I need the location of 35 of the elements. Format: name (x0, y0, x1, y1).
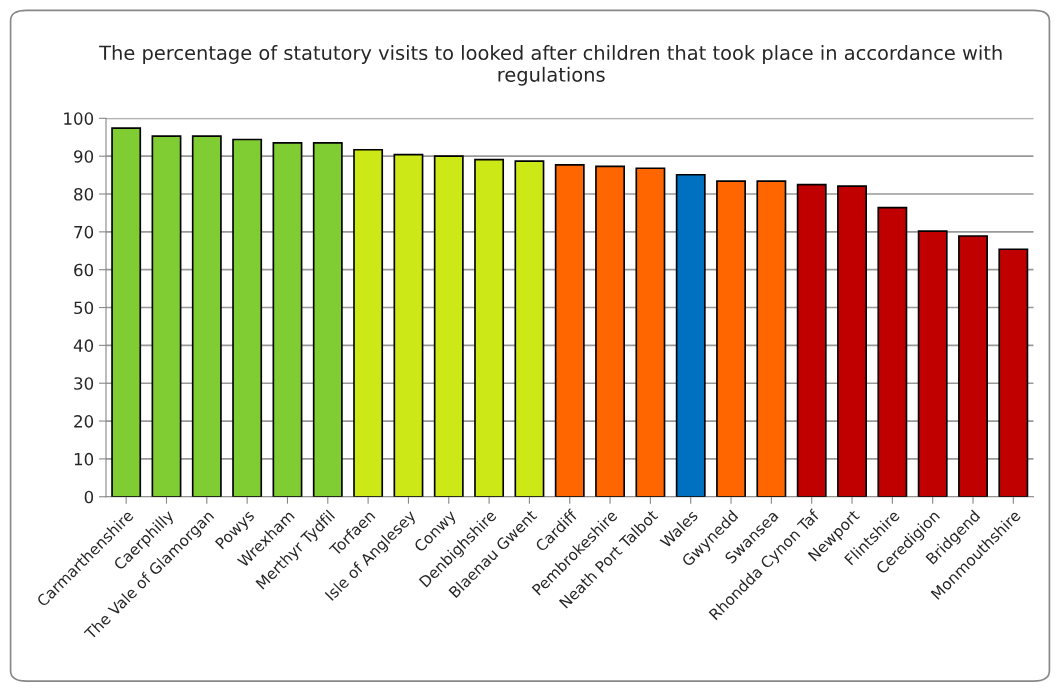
bar (716, 180, 747, 497)
bar (353, 148, 384, 497)
bar (837, 185, 867, 497)
bar (998, 248, 1029, 497)
bar (393, 153, 424, 497)
bar (312, 142, 343, 497)
bar (433, 155, 464, 497)
y-tick-label: 70 (74, 225, 94, 239)
bar (554, 164, 585, 497)
y-tick-label: 20 (74, 415, 94, 428)
bar (514, 160, 545, 497)
bar (595, 165, 626, 497)
bar (756, 180, 787, 497)
y-tick-label: 40 (73, 339, 94, 352)
y-tick-label: 60 (74, 263, 94, 277)
bar (958, 235, 988, 497)
bar (272, 142, 303, 497)
y-tick-label: 10 (74, 452, 94, 466)
bar (232, 138, 263, 497)
chart-title: The percentage of statutory visits to looked after children that took place in accordance with regulations (99, 45, 1002, 86)
y-tick-label: 90 (74, 150, 94, 163)
bar (151, 135, 182, 497)
bar (675, 173, 706, 497)
bar (877, 206, 908, 497)
y-tick-label: 0 (84, 490, 94, 504)
y-tick-label: 80 (74, 187, 94, 201)
bar (796, 183, 827, 497)
bar (917, 230, 948, 497)
bar (111, 127, 142, 497)
bar (474, 158, 505, 497)
bar (191, 135, 222, 497)
y-tick-label: 30 (74, 377, 94, 390)
y-tick-label: 50 (74, 301, 94, 315)
bar (635, 167, 666, 497)
y-tick-label: 100 (64, 112, 94, 125)
